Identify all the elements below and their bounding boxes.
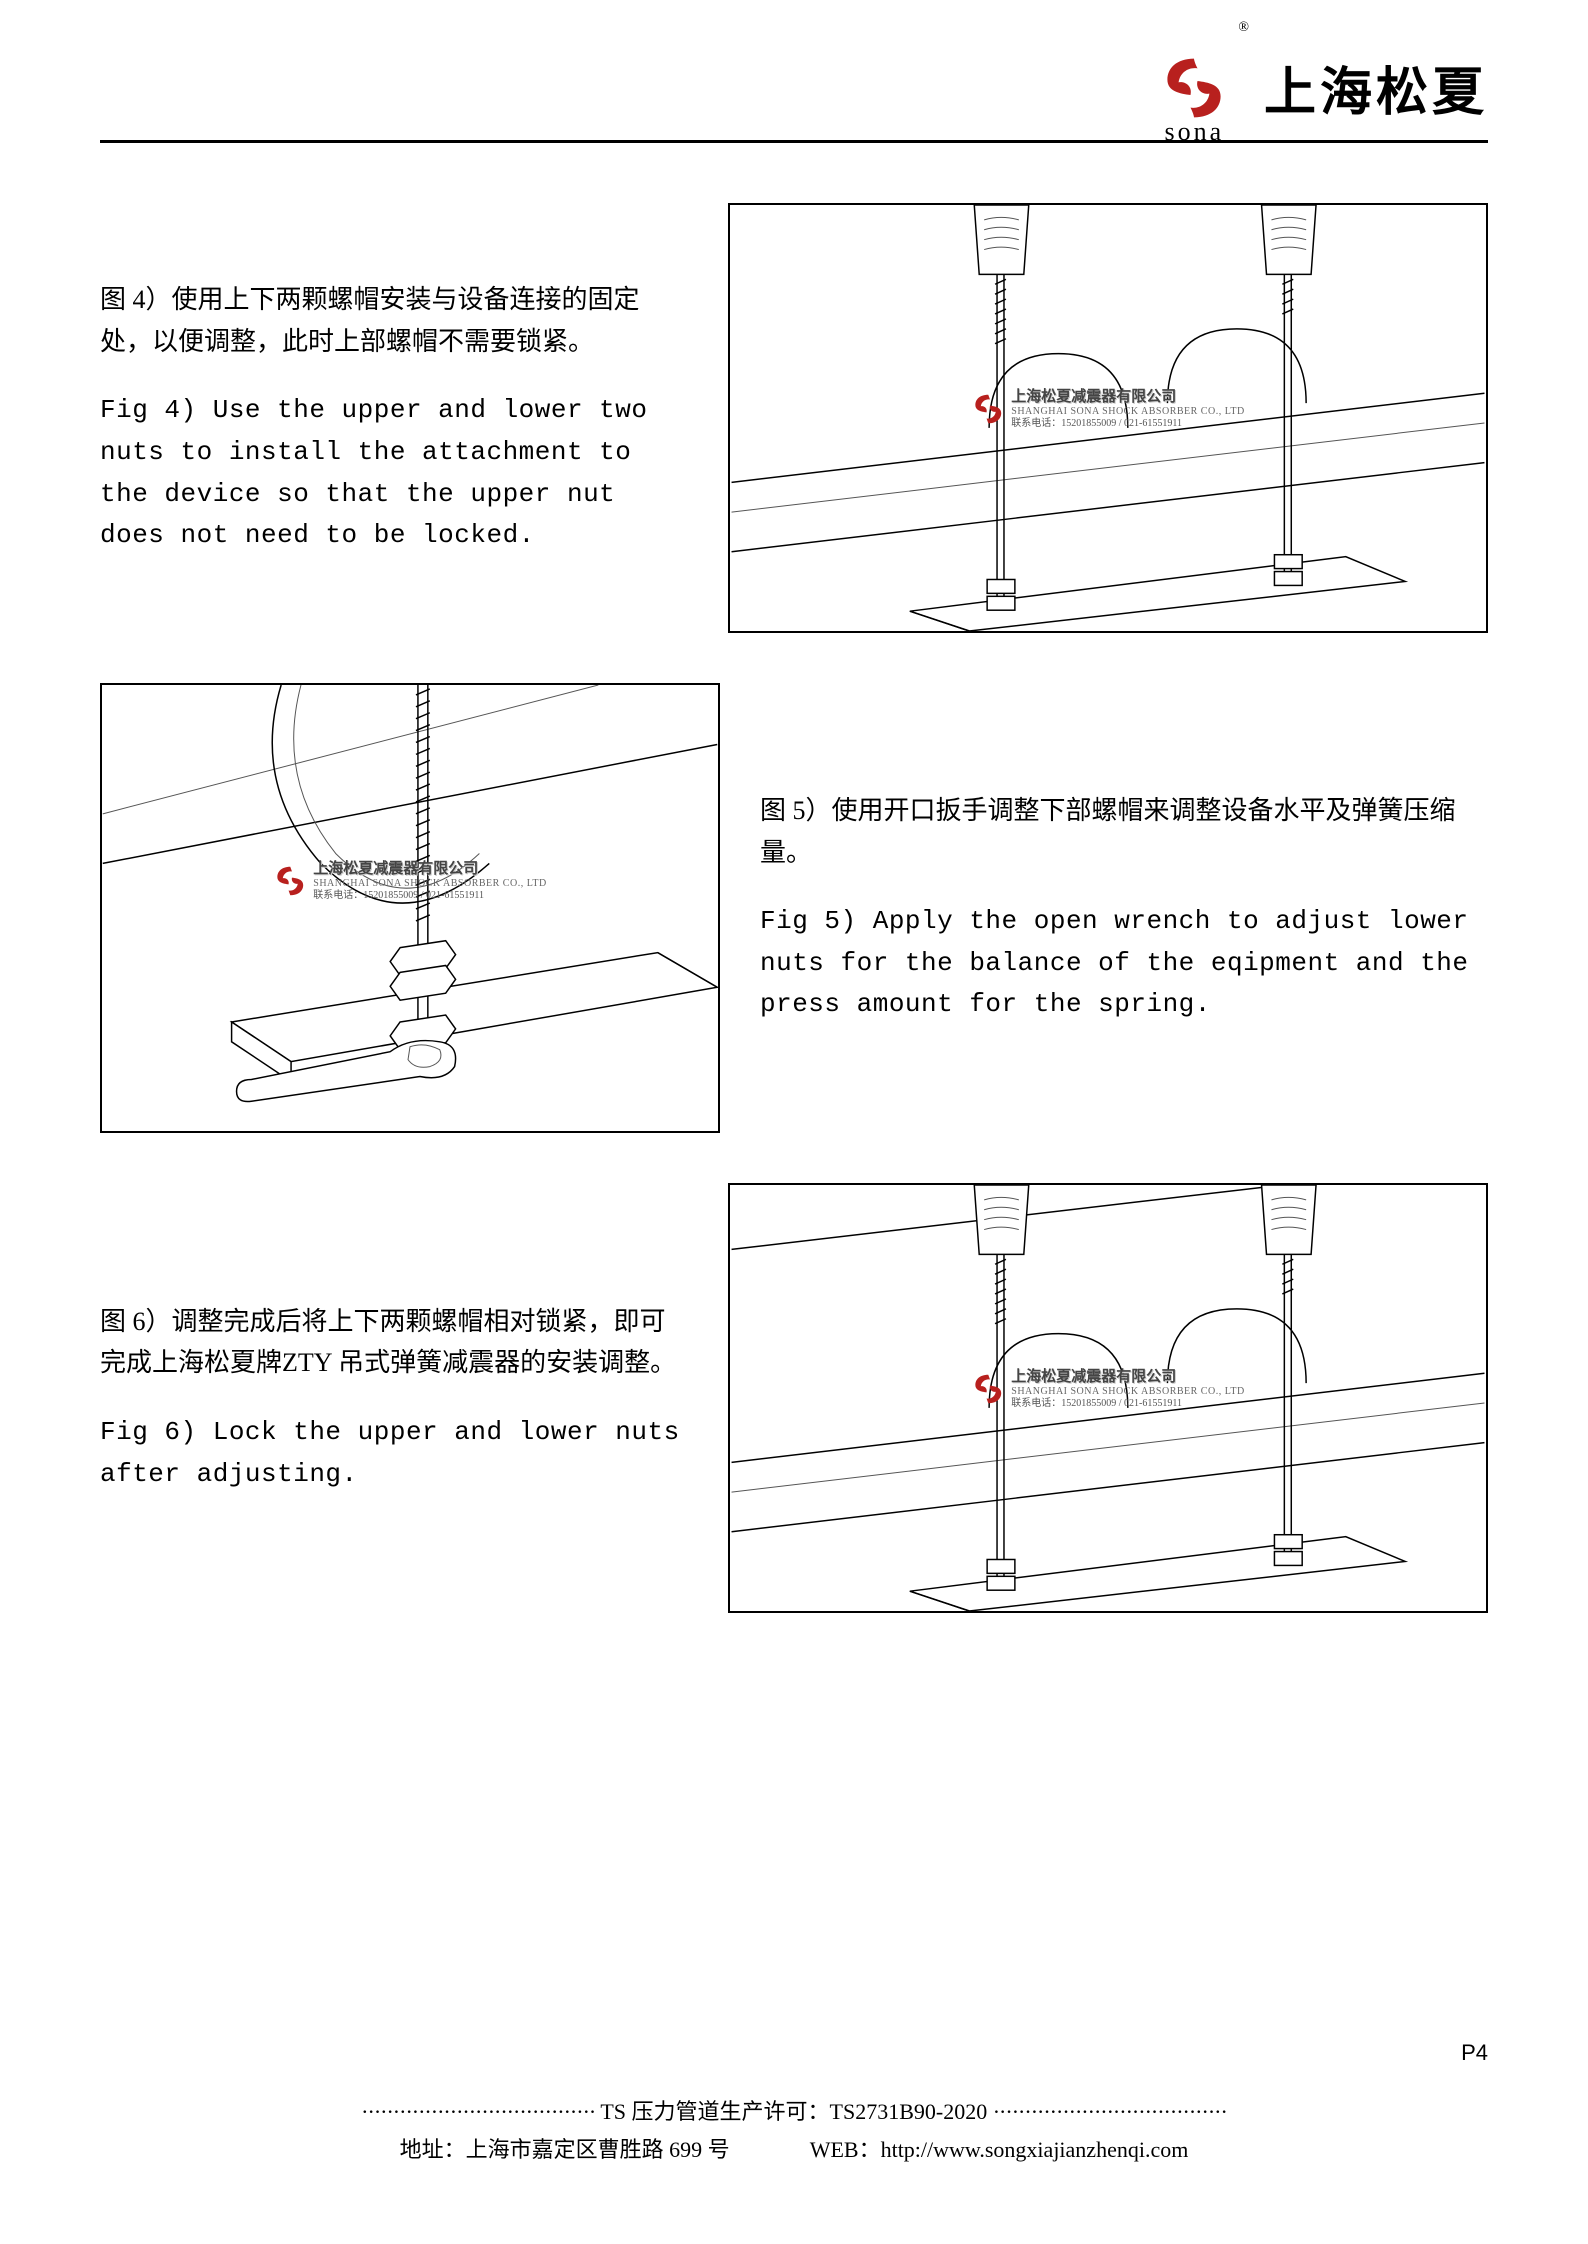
- watermark-logo-icon: [971, 392, 1005, 426]
- footer-license-line: ····································· TS…: [100, 2094, 1488, 2126]
- figure-4-box: 上海松夏减震器有限公司 SHANGHAI SONA SHOCK ABSORBER…: [728, 203, 1488, 633]
- page-number: P4: [100, 2040, 1488, 2066]
- watermark-cn: 上海松夏减震器有限公司: [313, 860, 546, 878]
- watermark-logo-icon: [971, 1372, 1005, 1406]
- license-number: TS2731B90-2020: [830, 2099, 988, 2124]
- page-content: 图 4）使用上下两颗螺帽安装与设备连接的固定处，以便调整，此时上部螺帽不需要锁紧…: [100, 203, 1488, 1613]
- caption-cn: 图 5）使用开口扳手调整下部螺帽来调整设备水平及弹簧压缩量。: [760, 790, 1488, 873]
- watermark-logo-icon: [273, 864, 307, 898]
- sona-logo-icon: sona: [1159, 53, 1229, 123]
- figure-section-6: 图 6）调整完成后将上下两颗螺帽相对锁紧，即可完成上海松夏牌ZTY 吊式弹簧减震…: [100, 1183, 1488, 1613]
- watermark-contact: 联系电话：15201855009 / 021-61551911: [313, 890, 546, 902]
- caption-cn: 图 6）调整完成后将上下两颗螺帽相对锁紧，即可完成上海松夏牌ZTY 吊式弹簧减震…: [100, 1301, 688, 1384]
- hanger-left: [974, 1185, 1028, 1254]
- dots-left: ·····································: [361, 2099, 595, 2124]
- brand-logo-block: sona ® 上海松夏: [1159, 50, 1488, 125]
- watermark-cn: 上海松夏减震器有限公司: [1011, 388, 1244, 406]
- caption-col-6: 图 6）调整完成后将上下两颗螺帽相对锁紧，即可完成上海松夏牌ZTY 吊式弹簧减震…: [100, 1301, 688, 1495]
- figure-section-4: 图 4）使用上下两颗螺帽安装与设备连接的固定处，以便调整，此时上部螺帽不需要锁紧…: [100, 203, 1488, 633]
- web-url: http://www.songxiajianzhenqi.com: [881, 2137, 1189, 2162]
- caption-en: Fig 4) Use the upper and lower two nuts …: [100, 390, 688, 556]
- hanger-left: [974, 205, 1028, 274]
- sona-wordmark: sona: [1159, 117, 1229, 147]
- caption-col-5: 图 5）使用开口扳手调整下部螺帽来调整设备水平及弹簧压缩量。 Fig 5) Ap…: [760, 790, 1488, 1026]
- figure-section-5: 图 5）使用开口扳手调整下部螺帽来调整设备水平及弹簧压缩量。 Fig 5) Ap…: [100, 683, 1488, 1133]
- watermark-en: SHANGHAI SONA SHOCK ABSORBER CO., LTD: [313, 878, 546, 890]
- caption-cn: 图 4）使用上下两颗螺帽安装与设备连接的固定处，以便调整，此时上部螺帽不需要锁紧…: [100, 279, 688, 362]
- caption-en: Fig 5) Apply the open wrench to adjust l…: [760, 901, 1488, 1026]
- caption-col-4: 图 4）使用上下两颗螺帽安装与设备连接的固定处，以便调整，此时上部螺帽不需要锁紧…: [100, 279, 688, 557]
- page-header: sona ® 上海松夏: [100, 50, 1488, 143]
- watermark-contact: 联系电话：15201855009 / 021-61551911: [1011, 1398, 1244, 1410]
- figure-5-box: 上海松夏减震器有限公司 SHANGHAI SONA SHOCK ABSORBER…: [100, 683, 720, 1133]
- footer-address-line: 地址：上海市嘉定区曹胜路 699 号 WEB：http://www.songxi…: [100, 2132, 1488, 2164]
- figure-5-diagram: [102, 685, 718, 1131]
- registered-mark: ®: [1238, 20, 1249, 36]
- address-text: 上海市嘉定区曹胜路 699 号: [466, 2137, 730, 2162]
- hanger-right: [1262, 1185, 1316, 1254]
- watermark: 上海松夏减震器有限公司 SHANGHAI SONA SHOCK ABSORBER…: [963, 1364, 1252, 1414]
- license-label: TS 压力管道生产许可：: [600, 2099, 829, 2124]
- dots-right: ·····································: [993, 2099, 1227, 2124]
- watermark: 上海松夏减震器有限公司 SHANGHAI SONA SHOCK ABSORBER…: [265, 856, 554, 906]
- figure-6-box: 上海松夏减震器有限公司 SHANGHAI SONA SHOCK ABSORBER…: [728, 1183, 1488, 1613]
- watermark-en: SHANGHAI SONA SHOCK ABSORBER CO., LTD: [1011, 406, 1244, 418]
- page-footer: P4 ·····································…: [100, 2040, 1488, 2164]
- web-label: WEB：: [810, 2137, 881, 2162]
- watermark-en: SHANGHAI SONA SHOCK ABSORBER CO., LTD: [1011, 1386, 1244, 1398]
- watermark-contact: 联系电话：15201855009 / 021-61551911: [1011, 418, 1244, 430]
- address-label: 地址：: [400, 2137, 466, 2162]
- hanger-right: [1262, 205, 1316, 274]
- caption-en: Fig 6) Lock the upper and lower nuts aft…: [100, 1412, 688, 1495]
- watermark: 上海松夏减震器有限公司 SHANGHAI SONA SHOCK ABSORBER…: [963, 384, 1252, 434]
- watermark-cn: 上海松夏减震器有限公司: [1011, 1368, 1244, 1386]
- brand-name-cn: 上海松夏: [1264, 50, 1488, 125]
